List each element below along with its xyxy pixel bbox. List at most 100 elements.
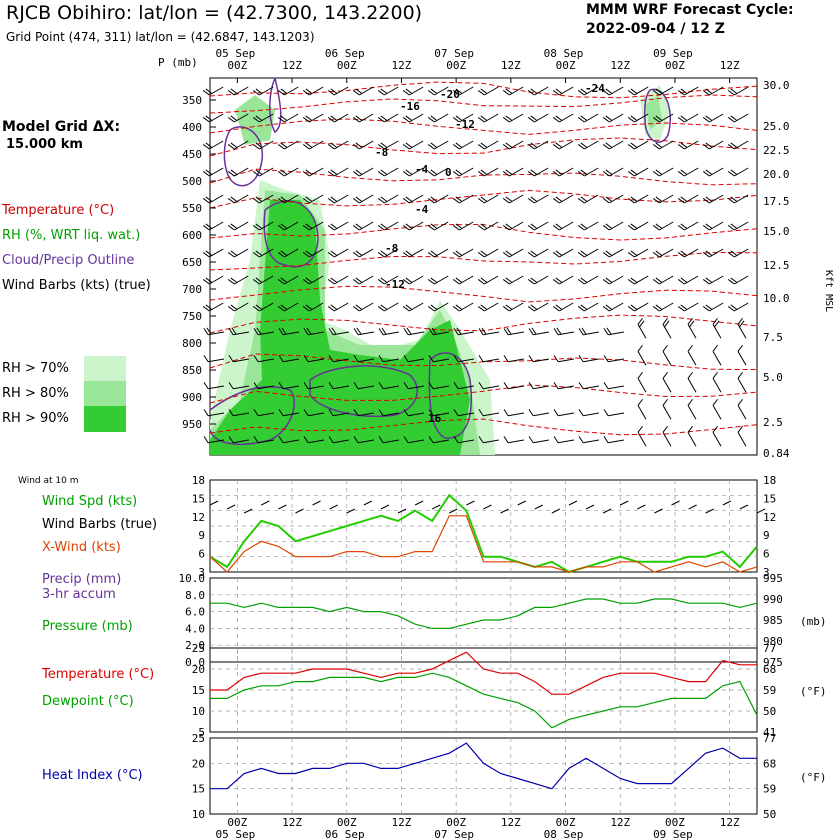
wind-barb <box>637 371 647 393</box>
temperature-contour <box>209 384 758 404</box>
wind-barb <box>503 436 524 444</box>
day-label-bottom: 08 Sep <box>544 828 584 840</box>
wind-barb <box>377 140 399 150</box>
surface-wind-barb <box>534 504 544 510</box>
wind-barb <box>627 167 649 177</box>
model-grid-value: 15.000 km <box>6 137 83 152</box>
wind-barb <box>202 275 224 285</box>
temperature-yright-label: (°F) <box>800 685 827 698</box>
time-tick-bottom: 12Z <box>501 816 521 829</box>
time-tick-top: 12Z <box>501 59 521 72</box>
wind-barb <box>552 167 574 177</box>
wind-barb <box>252 221 274 231</box>
wind-barb <box>377 113 399 123</box>
wind-barb <box>277 194 299 204</box>
wind-barb <box>602 194 624 204</box>
wind-barb <box>328 327 349 336</box>
day-label-top: 09 Sep <box>653 47 693 60</box>
wind-barb <box>602 86 624 96</box>
temperature-ytick-left: 20 <box>192 663 205 676</box>
temperature-ytick-left: 15 <box>192 684 205 697</box>
wind-barb <box>327 140 349 150</box>
rh-area <box>210 200 470 455</box>
temperature-contour-label: 16 <box>428 412 442 425</box>
wind-barb <box>478 382 499 390</box>
wind-barb <box>477 248 499 258</box>
pressure-tick: 550 <box>182 202 202 215</box>
wind-ytick-left: 9 <box>198 529 205 542</box>
wind-barb <box>227 302 249 312</box>
wind-barb <box>427 140 449 150</box>
wind-barb <box>578 436 599 444</box>
surface-wind-barb <box>295 508 304 514</box>
pressure-ytick-left: 10.0 <box>179 572 206 585</box>
temperature-contour <box>209 251 758 271</box>
wind-barb <box>452 86 474 96</box>
kft-tick: 25.0 <box>763 120 790 133</box>
wind-barb <box>702 302 724 312</box>
wind-barb <box>702 194 724 204</box>
wind-barb <box>577 221 599 231</box>
wind-barb <box>527 140 549 150</box>
pressure-yright-label: (mb) <box>800 615 827 628</box>
kft-tick: 30.0 <box>763 79 790 92</box>
wind-barb <box>702 275 724 285</box>
wind-barb <box>327 113 349 123</box>
temperature-contour-label: -12 <box>385 278 405 291</box>
wind-barb <box>402 194 424 204</box>
wind-barb <box>727 167 749 177</box>
forecast-cycle-value: 2022-09-04 / 12 Z <box>586 21 725 37</box>
wind-barb <box>527 221 549 231</box>
time-tick-top: 00Z <box>556 59 576 72</box>
wind-barb <box>328 382 349 390</box>
wind-barb <box>253 382 274 390</box>
time-tick-bottom: 12Z <box>392 816 412 829</box>
cloud-outline <box>263 200 319 268</box>
surface-wind-barb <box>517 500 526 506</box>
wind-barb <box>403 409 424 417</box>
wind-barb <box>553 382 574 390</box>
time-tick-bottom: 00Z <box>227 816 247 829</box>
wind-barb <box>677 194 699 204</box>
wind-barb <box>602 275 624 285</box>
wind-barb <box>402 113 424 123</box>
wind-barb <box>202 194 224 204</box>
surface-wind-barb <box>637 504 646 510</box>
rh-swatch-90 <box>84 406 126 432</box>
rh-legend-70: RH > 70% <box>2 361 69 376</box>
day-label-bottom: 09 Sep <box>653 828 693 840</box>
kft-tick: 22.5 <box>763 144 790 157</box>
wind-barb <box>637 425 647 447</box>
wind-barb <box>253 355 274 363</box>
wind-barb <box>727 248 749 258</box>
wind-barb <box>712 371 722 393</box>
wind-barb <box>552 302 574 312</box>
surface-wind-barb <box>483 504 492 510</box>
wind-barb <box>353 382 374 390</box>
wind-barb <box>327 248 349 258</box>
wind-barb <box>203 382 224 390</box>
wind-barb <box>652 86 674 96</box>
time-tick-top: 00Z <box>665 59 685 72</box>
wind-barb <box>502 194 524 204</box>
pressure-axis-label: P (mb) <box>158 56 198 69</box>
wind-barb <box>552 221 574 231</box>
wind-barb <box>502 113 524 123</box>
wind-barb <box>402 86 424 96</box>
wind-barb <box>202 113 224 123</box>
wind-barb <box>352 113 374 123</box>
temperature-contour-label: -4 <box>415 163 429 176</box>
day-label-top: 07 Sep <box>434 47 474 60</box>
cloud-outline <box>309 365 418 418</box>
wind-barb <box>652 167 674 177</box>
wind-barb <box>402 140 424 150</box>
wind-barb <box>353 327 374 336</box>
wind-barb <box>252 140 274 150</box>
wind-barb <box>353 355 374 363</box>
temperature-contour <box>209 94 758 114</box>
pressure-ytick-right: 980 <box>763 635 783 648</box>
legend-wind-speed: Wind Spd (kts) <box>42 494 138 509</box>
wind-barb <box>453 409 474 417</box>
wind-barb <box>552 113 574 123</box>
wind-barb <box>677 221 699 231</box>
